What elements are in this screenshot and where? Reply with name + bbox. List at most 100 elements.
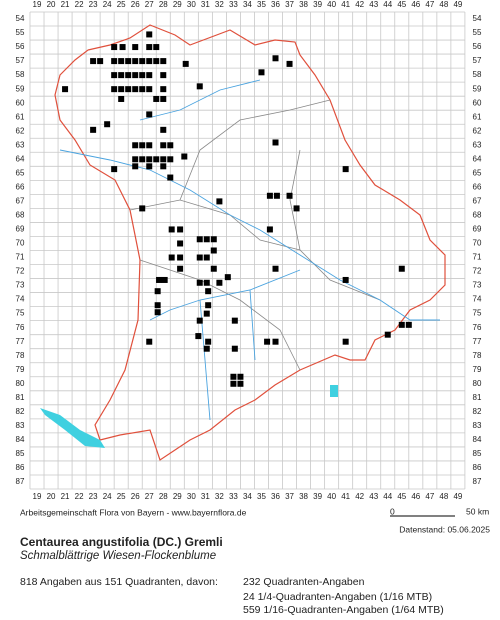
row-label: 67 [473,196,482,205]
occurrence [154,288,161,295]
column-label: 45 [397,492,406,501]
column-label: 19 [33,492,42,501]
scale-start: 0 [390,506,395,516]
row-label: 73 [16,281,25,290]
occurrence [146,142,153,149]
row-label: 55 [473,28,482,37]
occurrence [139,156,146,163]
occurrence [153,156,160,163]
scale-end: 50 km [466,506,489,516]
column-label: 29 [173,0,182,9]
column-label: 41 [341,0,350,9]
occurrence [272,139,279,146]
row-label: 63 [16,140,25,149]
row-label: 56 [473,42,482,51]
column-label: 30 [187,492,196,501]
column-label: 24 [103,0,112,9]
column-label: 44 [383,492,392,501]
column-label: 24 [103,492,112,501]
occurrence [146,86,153,93]
title: Centaurea angustifolia (DC.) Gremli [20,535,223,549]
row-label: 54 [16,14,25,23]
row-label: 68 [16,211,25,220]
occurrence [132,142,139,149]
row-label: 84 [473,435,482,444]
row-label: 78 [16,351,25,360]
column-label: 27 [145,0,154,9]
column-label: 28 [159,492,168,501]
occurrence [205,338,212,345]
column-label: 49 [453,492,462,501]
row-label: 54 [473,14,482,23]
occurrence [266,226,273,233]
occurrence [153,58,160,65]
column-label: 38 [299,492,308,501]
occurrence [118,86,125,93]
occurrence [154,302,161,309]
row-label: 85 [473,449,482,458]
column-label: 36 [271,492,280,501]
column-label: 30 [187,0,196,9]
occurrence [132,72,139,79]
occurrence [237,380,244,387]
column-label: 29 [173,492,182,501]
occurrence [146,156,153,163]
occurrence [203,279,210,286]
occurrence [177,226,184,233]
occurrence [167,174,174,181]
occurrence [196,317,203,324]
row-label: 86 [473,463,482,472]
occurrence [132,58,139,65]
occurrence [146,31,153,38]
row-label: 59 [473,84,482,93]
occurrence [205,302,212,309]
column-label: 35 [257,492,266,501]
column-label: 44 [383,0,392,9]
row-label: 69 [16,225,25,234]
occurrence [286,192,293,199]
occurrence [272,55,279,62]
occurrence [177,254,184,261]
column-label: 33 [229,492,238,501]
column-label: 20 [47,492,56,501]
occurrence [210,247,217,254]
occurrence [160,86,167,93]
row-label: 77 [473,337,482,346]
occurrence [146,111,153,118]
row-label: 76 [473,323,482,332]
row-label: 64 [16,154,25,163]
column-label: 39 [313,0,322,9]
occurrence [342,276,349,283]
column-label: 36 [271,0,280,9]
occurrence [273,192,280,199]
row-label: 74 [16,295,25,304]
occurrence [210,236,217,243]
column-label: 22 [75,0,84,9]
occurrence [153,95,160,102]
occurrence [125,58,132,65]
row-label: 75 [473,309,482,318]
occurrence [118,58,125,65]
occurrence [160,58,167,65]
row-label: 86 [16,463,25,472]
row-label: 61 [473,112,482,121]
row-label: 65 [473,168,482,177]
occurrence [161,276,168,283]
row-label: 55 [16,28,25,37]
occurrence [398,265,405,272]
occurrence [210,265,217,272]
occurrence [203,345,210,352]
occurrence [156,276,163,283]
occurrence [132,156,139,163]
occurrence [230,380,237,387]
row-label: 68 [473,211,482,220]
row-label: 65 [16,168,25,177]
points [62,31,412,387]
occurrence [111,58,118,65]
occurrence [97,58,104,65]
occurrence [119,44,126,51]
occurrence [196,83,203,90]
row-label: 61 [16,112,25,121]
row-label: 62 [473,126,482,135]
